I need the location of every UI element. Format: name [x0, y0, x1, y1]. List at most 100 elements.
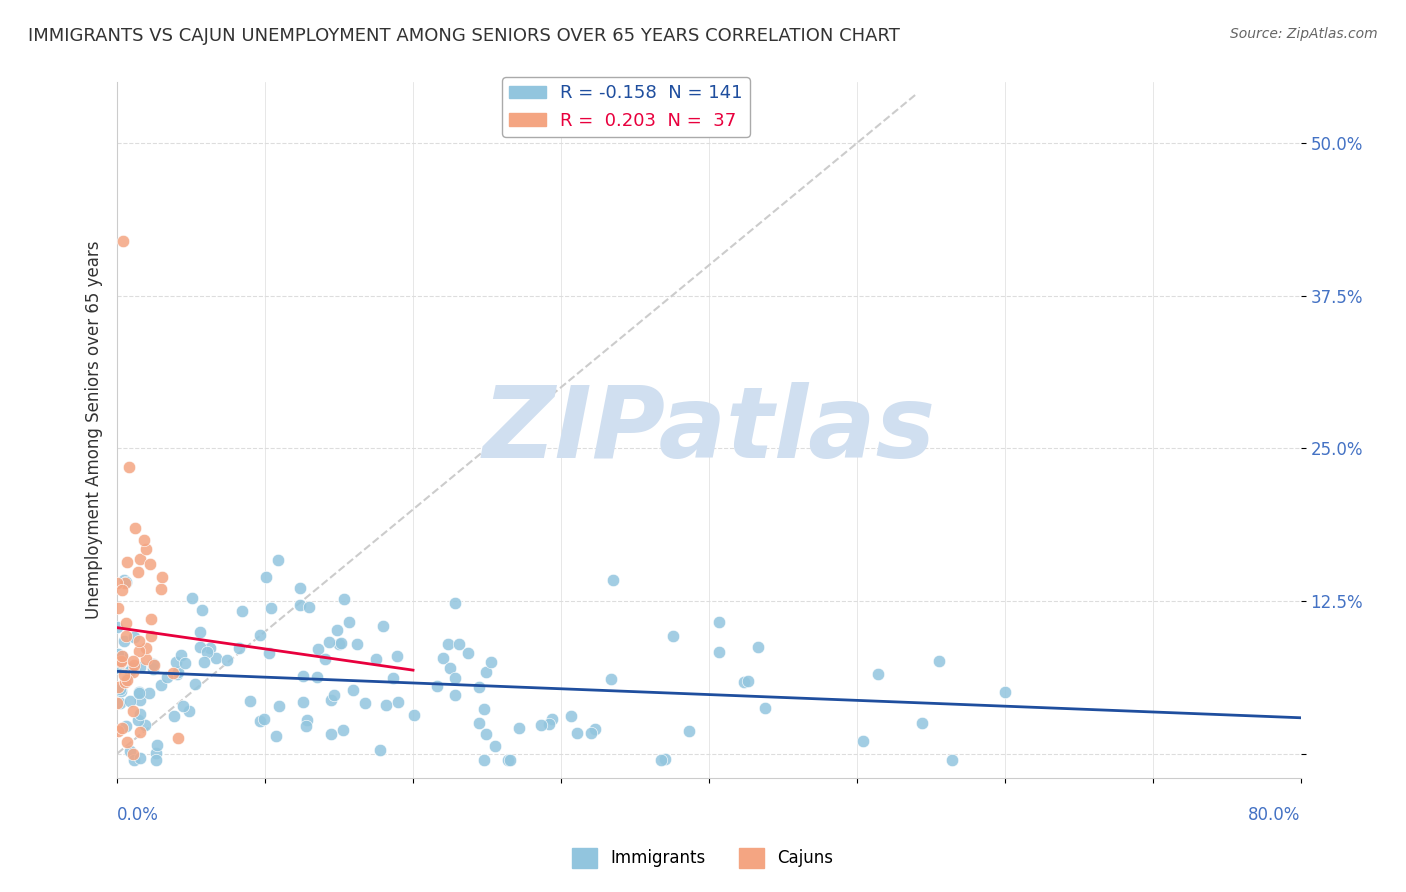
Point: [319, 693, 342, 707]
Point: [134, 718, 156, 732]
Point: [508, 721, 530, 735]
Point: [127, 713, 149, 727]
Point: [444, 688, 467, 702]
Point: [129, 693, 152, 707]
Point: [852, 733, 875, 747]
Point: [162, 665, 184, 680]
Text: ZIPatlas: ZIPatlas: [482, 382, 935, 479]
Point: [337, 615, 360, 630]
Point: [110, 655, 132, 669]
Point: [474, 727, 496, 741]
Point: [118, 744, 141, 758]
Point: [231, 604, 253, 618]
Point: [111, 582, 134, 597]
Point: [142, 662, 165, 676]
Point: [110, 683, 132, 698]
Point: [443, 671, 465, 685]
Point: [134, 652, 156, 666]
Point: [122, 631, 145, 645]
Point: [169, 648, 191, 662]
Point: [426, 679, 449, 693]
Point: [118, 665, 141, 679]
Point: [122, 704, 145, 718]
Point: [105, 620, 128, 634]
Point: [387, 695, 409, 709]
Point: [228, 641, 250, 656]
Point: [198, 641, 221, 656]
Point: [709, 645, 731, 659]
Point: [135, 542, 157, 557]
Point: [444, 596, 467, 610]
Point: [707, 615, 730, 630]
Point: [472, 753, 495, 767]
Point: [114, 575, 136, 590]
Point: [602, 574, 624, 588]
Text: 0.0%: 0.0%: [117, 805, 159, 824]
Point: [496, 753, 519, 767]
Point: [163, 709, 186, 723]
Point: [141, 612, 163, 626]
Point: [132, 533, 155, 547]
Point: [291, 695, 314, 709]
Point: [342, 683, 364, 698]
Point: [110, 655, 132, 669]
Y-axis label: Unemployment Among Seniors over 65 years: Unemployment Among Seniors over 65 years: [86, 241, 103, 619]
Point: [661, 629, 683, 643]
Point: [115, 673, 138, 687]
Point: [156, 670, 179, 684]
Point: [346, 637, 368, 651]
Point: [114, 629, 136, 643]
Point: [118, 459, 141, 474]
Point: [205, 650, 228, 665]
Point: [583, 723, 606, 737]
Point: [257, 646, 280, 660]
Point: [560, 709, 582, 723]
Point: [928, 655, 950, 669]
Point: [145, 738, 167, 752]
Point: [129, 751, 152, 765]
Point: [479, 655, 502, 669]
Point: [145, 747, 167, 761]
Point: [120, 694, 142, 708]
Point: [150, 582, 173, 597]
Point: [115, 615, 138, 630]
Point: [868, 667, 890, 681]
Point: [298, 599, 321, 614]
Point: [108, 648, 131, 663]
Point: [654, 752, 676, 766]
Point: [197, 645, 219, 659]
Text: 80.0%: 80.0%: [1249, 805, 1301, 824]
Point: [385, 648, 408, 663]
Point: [135, 640, 157, 655]
Point: [449, 637, 471, 651]
Point: [110, 648, 132, 663]
Point: [114, 675, 136, 690]
Point: [191, 603, 214, 617]
Point: [107, 661, 129, 675]
Point: [112, 668, 135, 682]
Point: [129, 660, 152, 674]
Point: [107, 647, 129, 661]
Point: [166, 667, 188, 681]
Point: [122, 657, 145, 672]
Point: [188, 640, 211, 655]
Legend: R = -0.158  N = 141, R =  0.203  N =  37: R = -0.158 N = 141, R = 0.203 N = 37: [502, 78, 749, 136]
Point: [600, 672, 623, 686]
Point: [177, 704, 200, 718]
Point: [332, 723, 354, 737]
Point: [537, 717, 560, 731]
Point: [138, 686, 160, 700]
Point: [172, 698, 194, 713]
Point: [484, 739, 506, 753]
Point: [188, 625, 211, 640]
Point: [111, 721, 134, 735]
Point: [128, 644, 150, 658]
Point: [368, 743, 391, 757]
Point: [166, 665, 188, 679]
Text: IMMIGRANTS VS CAJUN UNEMPLOYMENT AMONG SENIORS OVER 65 YEARS CORRELATION CHART: IMMIGRANTS VS CAJUN UNEMPLOYMENT AMONG S…: [28, 27, 900, 45]
Point: [112, 573, 135, 587]
Point: [108, 681, 131, 696]
Point: [117, 734, 139, 748]
Point: [249, 714, 271, 728]
Point: [292, 669, 315, 683]
